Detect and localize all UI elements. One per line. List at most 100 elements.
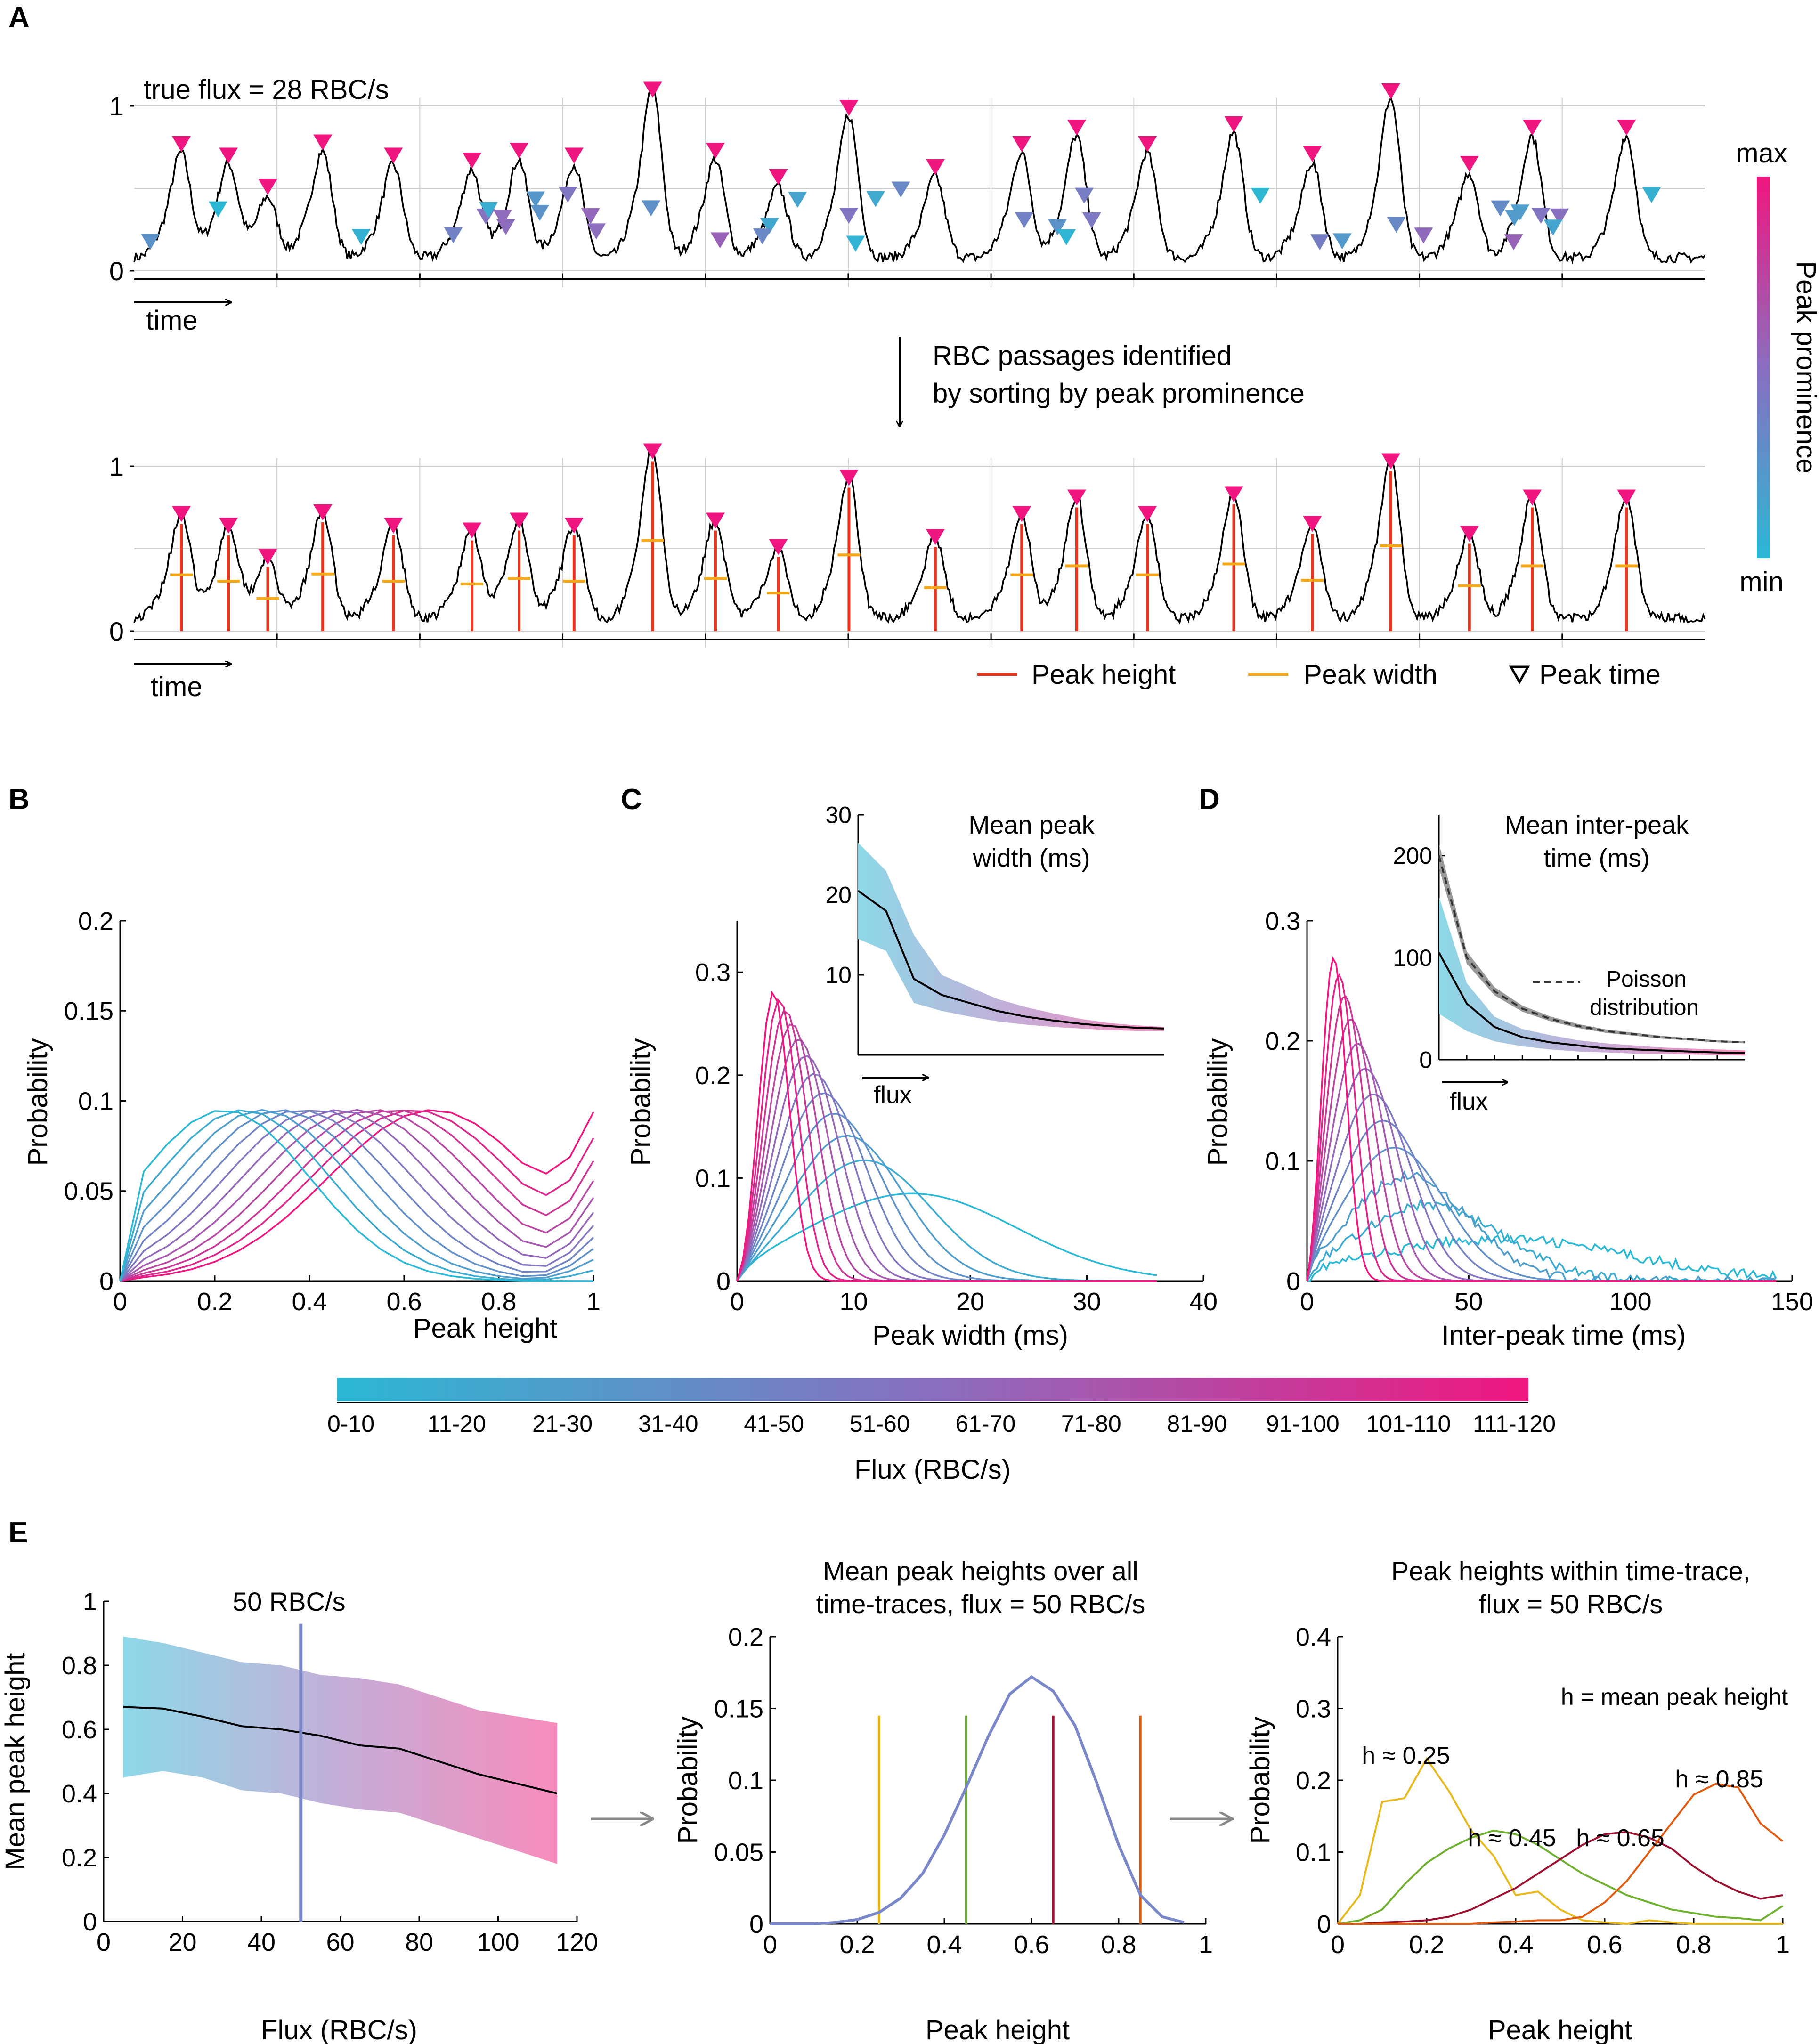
d-xtick-label: 150 <box>1771 1288 1813 1316</box>
c-series-line <box>736 1073 1157 1282</box>
c-ytick-label: 0 <box>716 1267 731 1296</box>
peak-marker <box>1543 219 1563 236</box>
peak-marker <box>710 232 730 249</box>
e3-ytick-label: 0.2 <box>1296 1767 1331 1795</box>
peak-marker <box>866 191 885 207</box>
process-text-2: by sorting by peak prominence <box>933 378 1305 409</box>
trace-ytick-label: 0 <box>109 616 124 646</box>
flux-colorbar-label: 91-100 <box>1266 1411 1340 1437</box>
d-series-line <box>1306 1019 1776 1282</box>
flux-colorbar-gradient <box>337 1378 1528 1401</box>
peak-marker <box>444 227 463 243</box>
d-inset-legend-1: Poisson <box>1606 967 1687 992</box>
c-inset-band <box>858 843 1164 1031</box>
peak-marker <box>1075 187 1094 204</box>
peak-marker <box>1224 486 1243 503</box>
peak-marker <box>1387 217 1406 233</box>
legend-width-label: Peak width <box>1304 659 1437 690</box>
peak-marker <box>1251 187 1270 204</box>
peak-marker <box>1491 200 1510 217</box>
c-inset-ytick-label: 30 <box>825 802 852 828</box>
trace-ytick-label: 1 <box>109 91 124 121</box>
panel-a: 01 01 true flux = 28 RBC/s time time RBC… <box>109 74 1819 702</box>
b-series-line <box>120 1109 594 1282</box>
flux-colorbar-label: 71-80 <box>1061 1411 1121 1437</box>
e3-series-label: h ≈ 0.25 <box>1362 1742 1450 1769</box>
peak-marker <box>1056 229 1076 245</box>
e3-series-line <box>1338 1831 1783 1925</box>
e2-ytick-label: 0.2 <box>728 1623 763 1651</box>
peak-marker <box>1642 187 1661 203</box>
b-xtick-label: 0.8 <box>481 1288 516 1316</box>
c-inset-xlabel: flux <box>874 1081 912 1109</box>
panel-c-chart: 0 10 20 30 40 0 0.1 0.2 0.3 Peak width (ms) Probab… <box>625 802 1218 1351</box>
peak-marker <box>258 179 277 195</box>
panel-e-mean-vs-flux: 0 20 40 60 80 100 120 0 0.2 0.4 0.6 0.8 1 50 RBC/s Flu… <box>0 1587 598 2044</box>
b-series-line <box>120 1110 594 1282</box>
b-xtick-label: 0.4 <box>292 1288 327 1316</box>
b-ylabel: Probability <box>23 1038 53 1166</box>
prominence-max: max <box>1736 138 1787 169</box>
e3-xtick-label: 0.4 <box>1498 1930 1533 1959</box>
peak-marker <box>1015 212 1034 228</box>
e1-vline-label: 50 RBC/s <box>233 1587 346 1616</box>
peak-marker <box>1523 120 1542 136</box>
e1-xtick-label: 80 <box>405 1928 433 1956</box>
peak-marker <box>1048 219 1067 235</box>
d-xtick-label: 100 <box>1609 1288 1652 1316</box>
e1-xtick-label: 60 <box>326 1928 354 1956</box>
b-xtick-label: 1 <box>586 1288 601 1316</box>
b-ytick-label: 0.15 <box>64 997 114 1025</box>
e2-title-1: Mean peak heights over all <box>823 1556 1138 1586</box>
d-inset-ytick-label: 0 <box>1419 1047 1432 1073</box>
peak-marker <box>760 218 779 234</box>
c-series-line <box>736 1113 1157 1282</box>
e1-ytick-label: 0.4 <box>62 1780 97 1808</box>
e3-ytick-label: 0.3 <box>1296 1695 1331 1723</box>
peak-marker <box>1332 233 1352 250</box>
b-series-line <box>120 1109 594 1282</box>
e3-ytick-label: 0 <box>1317 1910 1331 1939</box>
c-series-line <box>736 1092 1157 1282</box>
peak-marker <box>839 208 859 224</box>
peak-marker <box>313 504 333 520</box>
peak-marker <box>1012 136 1031 152</box>
e3-title-2: flux = 50 RBC/s <box>1479 1589 1663 1619</box>
peak-marker <box>479 202 498 219</box>
d-inset-xlabel: flux <box>1450 1088 1488 1115</box>
d-ytick-label: 0.1 <box>1265 1147 1300 1176</box>
d-xlabel: Inter-peak time (ms) <box>1442 1320 1686 1351</box>
b-ytick-label: 0.1 <box>78 1087 114 1115</box>
peak-marker <box>1617 489 1636 506</box>
e2-ytick-label: 0.15 <box>714 1695 763 1723</box>
peak-marker <box>564 518 584 534</box>
flux-colorbar-label: 61-70 <box>955 1411 1015 1437</box>
process-text-1: RBC passages identified <box>933 341 1232 371</box>
peak-marker <box>581 208 600 225</box>
d-xtick-label: 0 <box>1300 1288 1314 1316</box>
e2-title-2: time-traces, flux = 50 RBC/s <box>816 1589 1145 1619</box>
peak-marker <box>1381 453 1400 470</box>
c-inset-ytick-label: 10 <box>825 962 852 989</box>
d-series-line <box>1306 1170 1777 1282</box>
peak-marker <box>1531 208 1551 224</box>
d-xtick-label: 50 <box>1454 1288 1483 1316</box>
d-series-line <box>1306 1043 1776 1282</box>
prominence-min: min <box>1739 567 1783 597</box>
c-inset-title-1: Mean peak <box>968 811 1095 839</box>
b-xtick-label: 0.6 <box>386 1288 422 1316</box>
e3-xtick-label: 0.8 <box>1676 1930 1711 1959</box>
peak-marker <box>564 147 584 164</box>
peak-marker <box>1012 506 1031 522</box>
e2-xtick-label: 0 <box>763 1930 777 1959</box>
peak-marker <box>706 143 725 159</box>
legend-time-label: Peak time <box>1539 659 1661 690</box>
c-inset-mean-line <box>857 890 1165 1030</box>
e1-ytick-label: 0.8 <box>62 1652 97 1680</box>
peak-marker <box>1067 489 1086 506</box>
c-series-line <box>736 1192 1157 1282</box>
panel-d-chart: 0 50 100 150 0 0.1 0.2 0.3 Inter-peak time (ms) P… <box>1202 811 1813 1351</box>
e1-band <box>123 1636 558 1864</box>
peak-marker <box>172 136 191 152</box>
peak-marker <box>846 235 865 252</box>
